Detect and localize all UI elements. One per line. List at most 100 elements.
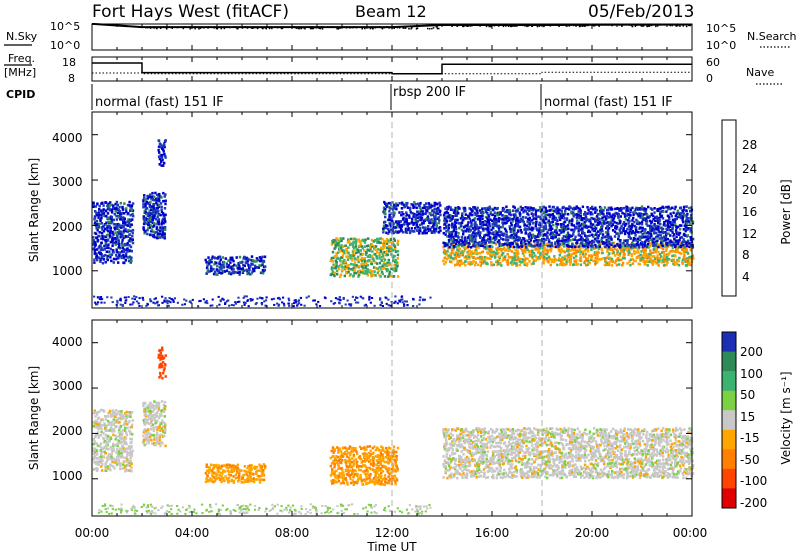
- power-cell: [474, 213, 477, 216]
- noise-sample: [244, 26, 247, 28]
- power-cell: [347, 263, 350, 267]
- power-cell: [142, 205, 145, 209]
- power-cell: [405, 222, 408, 226]
- power-cell: [530, 253, 533, 257]
- power-cell: [517, 245, 521, 249]
- power-cell: [493, 241, 496, 244]
- power-cell: [94, 210, 97, 213]
- power-cell: [151, 217, 155, 220]
- power-cell: [494, 229, 497, 233]
- velocity-cell: [107, 457, 110, 461]
- power-cell: [462, 232, 465, 236]
- power-cell: [109, 226, 113, 230]
- power-cell: [442, 259, 445, 263]
- velocity-cell: [112, 428, 116, 431]
- power-cell: [610, 224, 613, 228]
- power-cell: [483, 260, 486, 263]
- power-cell: [522, 210, 525, 214]
- power-cell: [101, 255, 104, 259]
- power-cell: [366, 269, 370, 272]
- power-cell: [238, 261, 242, 264]
- power-ground-cell: [247, 305, 250, 308]
- velocity-cell: [103, 422, 106, 425]
- power-cell: [485, 223, 488, 227]
- power-cell: [520, 261, 523, 264]
- power-cell: [507, 242, 511, 245]
- power-cell: [405, 213, 409, 217]
- power-cell: [503, 221, 506, 224]
- power-cell: [210, 269, 213, 273]
- power-ground-cell: [224, 301, 227, 304]
- power-cell: [539, 251, 542, 255]
- power-cell: [144, 230, 147, 233]
- noise-sample: [149, 27, 152, 29]
- power-cell: [378, 252, 381, 255]
- velocity-cell: [131, 449, 134, 453]
- power-cell: [570, 234, 574, 238]
- power-cell: [363, 261, 366, 265]
- velocity-cell: [99, 434, 103, 437]
- power-cell: [331, 260, 334, 263]
- power-ground-cell: [292, 305, 295, 308]
- power-cell: [249, 265, 252, 268]
- power-cell: [157, 194, 160, 198]
- power-cbar-tick-24: 24: [742, 162, 757, 176]
- power-ground-cell: [129, 303, 132, 306]
- power-cell: [113, 226, 116, 229]
- power-cell: [597, 251, 600, 254]
- power-cell: [557, 223, 560, 226]
- power-cell: [544, 217, 548, 220]
- velocity-cell: [94, 447, 97, 451]
- power-cell: [439, 213, 442, 217]
- power-cell: [383, 209, 387, 212]
- power-cell: [549, 213, 553, 217]
- power-cell: [375, 255, 378, 258]
- noise-sample: [304, 28, 306, 30]
- noise-sample: [318, 26, 320, 29]
- power-cell: [476, 241, 479, 245]
- power-cell: [96, 202, 99, 205]
- power-ground-cell: [244, 301, 247, 304]
- power-cell: [106, 233, 109, 237]
- power-cell: [555, 229, 558, 232]
- power-cell: [206, 270, 209, 274]
- power-cell: [534, 237, 537, 240]
- noise-sample: [543, 25, 545, 28]
- noise-sample: [265, 26, 268, 29]
- power-cell: [125, 210, 128, 213]
- power-ground-cell: [299, 296, 302, 299]
- power-cell: [120, 256, 123, 260]
- power-cell: [619, 215, 622, 218]
- noise-sample: [336, 28, 338, 30]
- velocity-cell: [120, 412, 123, 416]
- power-cell: [104, 243, 107, 247]
- noise-sample: [527, 25, 530, 27]
- power-cell: [536, 228, 539, 232]
- power-cell: [93, 258, 96, 262]
- power-cell: [332, 238, 335, 242]
- power-ground-cell: [405, 300, 408, 303]
- power-cell: [212, 272, 216, 276]
- power-cell: [616, 250, 619, 253]
- power-cell: [100, 209, 103, 212]
- power-cell: [112, 238, 115, 241]
- power-cell: [640, 205, 644, 208]
- power-cell: [464, 236, 467, 239]
- power-cell: [451, 217, 454, 220]
- power-cell: [395, 224, 399, 227]
- power-cell: [499, 261, 502, 265]
- power-cell: [483, 235, 486, 238]
- power-cell: [558, 243, 561, 246]
- power-cell: [454, 257, 457, 260]
- power-cell: [99, 248, 102, 252]
- velocity-cell: [101, 418, 104, 422]
- power-cell: [164, 213, 167, 217]
- power-cell: [531, 213, 535, 216]
- velocity-cell: [121, 455, 124, 459]
- power-ground-cell: [338, 296, 341, 299]
- noise-sample: [388, 27, 390, 29]
- noise-sample: [361, 28, 363, 30]
- power-ground-cell: [412, 297, 415, 300]
- power-cell: [528, 253, 532, 257]
- power-cell: [393, 245, 397, 248]
